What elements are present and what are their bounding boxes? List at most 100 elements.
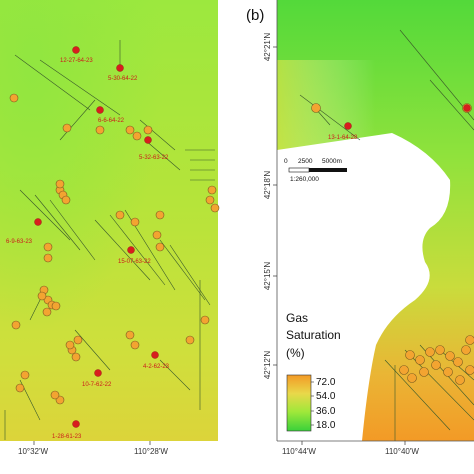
longitude-tick-label: 110°44'W [282, 447, 316, 456]
legend-title-line-1: Gas [286, 311, 308, 325]
well-marker [185, 335, 195, 345]
well-marker [132, 131, 142, 141]
legend-value: 36.0 [316, 406, 336, 417]
well-marker [210, 203, 220, 213]
latitude-tick-label: 42°15'N [263, 262, 272, 291]
well-marker [115, 210, 125, 220]
well-marker [61, 195, 71, 205]
well-marker [50, 390, 60, 400]
well-marker [130, 340, 140, 350]
well-labels: 12-27-64-23 5-30-64-22 6-6-64-22 5-32-63-22… [6, 58, 358, 440]
latitude-tick-label: 42°21'N [263, 33, 272, 62]
well-marker [71, 352, 81, 362]
axis-ticks: 10°32'W 110°28'W 42°21'N 42°18'N 42°15'N 42°1… [18, 33, 419, 456]
scale-bar-label-2500: 2500 [298, 158, 313, 165]
well-marker [125, 125, 135, 135]
longitude-tick-label: 10°32'W [18, 447, 49, 456]
well-marker [443, 367, 453, 377]
well-label: 13-1-64-28 [328, 135, 358, 141]
panel-b-map [277, 0, 474, 441]
panel-b-letter: (b) [246, 7, 264, 24]
well-marker [51, 301, 61, 311]
legend-title-line-3: (%) [286, 346, 305, 360]
legend: Gas Saturation (%) 72.0 54.0 36.0 18.0 [286, 311, 341, 432]
key-well-marker [344, 122, 352, 130]
well-marker [43, 242, 53, 252]
panel-a-saturation-highlight [0, 0, 218, 441]
well-marker [62, 123, 72, 133]
well-label: 10-7-62-22 [82, 382, 112, 388]
well-label: 15-07-63-22 [118, 259, 151, 265]
well-marker [73, 335, 83, 345]
well-label: 5-30-64-22 [108, 76, 138, 82]
longitude-tick-label: 110°40'W [385, 447, 419, 456]
panel-a-map [0, 0, 218, 441]
well-marker [155, 210, 165, 220]
well-marker [445, 351, 455, 361]
key-well-marker [72, 46, 80, 54]
key-well-marker [72, 420, 80, 428]
well-marker [407, 373, 417, 383]
well-label: 6-6-64-22 [98, 118, 125, 124]
well-marker [15, 383, 25, 393]
well-marker [311, 103, 321, 113]
key-well-marker [151, 351, 159, 359]
panel-b-no-data-area [277, 133, 451, 441]
well-marker [431, 360, 441, 370]
scale-bar-ratio: 1:260,000 [290, 176, 319, 183]
well-marker [143, 125, 153, 135]
well-marker [43, 253, 53, 263]
scale-bar-label-5000: 5000m [322, 158, 342, 165]
longitude-tick-label: 110°28'W [134, 447, 168, 456]
key-well-marker [34, 218, 42, 226]
key-well-marker [96, 106, 104, 114]
legend-value: 18.0 [316, 420, 336, 431]
well-marker [11, 320, 21, 330]
well-marker [399, 365, 409, 375]
well-label: 5-32-63-22 [139, 155, 169, 161]
well-label: 6-9-63-23 [6, 239, 33, 245]
well-marker [425, 347, 435, 357]
well-marker [9, 93, 19, 103]
legend-values: 72.0 54.0 36.0 18.0 [311, 377, 336, 431]
well-marker [205, 195, 215, 205]
well-label: 12-27-64-23 [60, 58, 93, 64]
latitude-tick-label: 42°18'N [263, 171, 272, 200]
well-marker [415, 355, 425, 365]
well-marker [65, 340, 75, 350]
well-marker [152, 230, 162, 240]
key-well-marker [127, 246, 135, 254]
legend-value: 72.0 [316, 377, 336, 388]
well-marker [125, 330, 135, 340]
key-well-marker [116, 64, 124, 72]
well-marker [465, 365, 474, 375]
well-marker [465, 335, 474, 345]
well-marker [130, 217, 140, 227]
well-marker [455, 375, 465, 385]
well-marker [20, 370, 30, 380]
well-marker [453, 357, 463, 367]
well-marker [95, 125, 105, 135]
well-label: 1-28-61-23 [52, 434, 82, 440]
legend-title-line-2: Saturation [286, 328, 341, 342]
legend-value: 54.0 [316, 391, 336, 402]
well-marker [435, 345, 445, 355]
well-marker [200, 315, 210, 325]
scale-bar-black-segment [309, 168, 347, 172]
well-marker [419, 367, 429, 377]
well-marker [55, 179, 65, 189]
key-well-marker [463, 104, 471, 112]
well-markers [9, 46, 474, 428]
well-marker [37, 291, 47, 301]
key-well-marker [94, 369, 102, 377]
well-marker [155, 242, 165, 252]
well-marker [461, 345, 471, 355]
scale-bar: 0 2500 5000m 1:260,000 [284, 158, 347, 183]
legend-color-bar [286, 374, 312, 432]
well-marker [42, 307, 52, 317]
well-label: 4-2-62-23 [143, 364, 170, 370]
scale-bar-label-0: 0 [284, 158, 288, 165]
latitude-tick-label: 42°12'N [263, 351, 272, 380]
panel-a-well-trajectories [4, 40, 215, 440]
